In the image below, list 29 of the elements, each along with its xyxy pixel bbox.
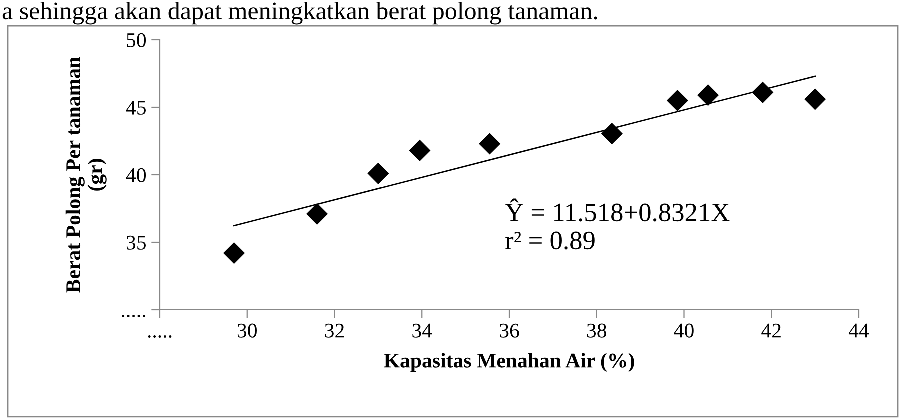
x-tick-label: 44	[848, 324, 870, 338]
y-tick-label: 50	[127, 33, 146, 48]
text: a sehingga akan dapat meningkatkan berat polong tanaman.	[2, 2, 598, 25]
x-tick-label: 42	[762, 324, 781, 338]
x-tick-label: 38	[587, 324, 606, 338]
point	[409, 140, 430, 162]
x-tick-label: 32	[325, 324, 344, 338]
point	[224, 242, 245, 264]
y-tick-label: 45	[126, 101, 146, 115]
y-tick-label: .....	[122, 315, 146, 318]
point	[804, 88, 826, 110]
x-tick-label: 36	[500, 324, 520, 338]
y-axis-title: Berat Polong Per tanaman (gr)	[66, 57, 107, 293]
point	[306, 204, 328, 225]
point	[667, 90, 688, 112]
x-tick-label: 30	[238, 324, 257, 338]
x-tick-label: 40	[674, 324, 694, 338]
annotation: r² = 0.89	[506, 232, 595, 250]
y-tick-label: 40	[126, 168, 146, 182]
point	[602, 123, 623, 144]
x-axis-title: Kapasitas Menahan Air (%)	[384, 353, 634, 372]
point	[479, 133, 500, 154]
annotation: Ŷ = 11.518+0.8321X	[505, 198, 730, 222]
y-tick-label: 35	[126, 236, 146, 250]
point	[698, 84, 719, 106]
point	[368, 163, 389, 184]
x-tick-label: 34	[412, 324, 432, 338]
x-tick-label: .....	[148, 335, 172, 338]
point	[752, 82, 774, 104]
